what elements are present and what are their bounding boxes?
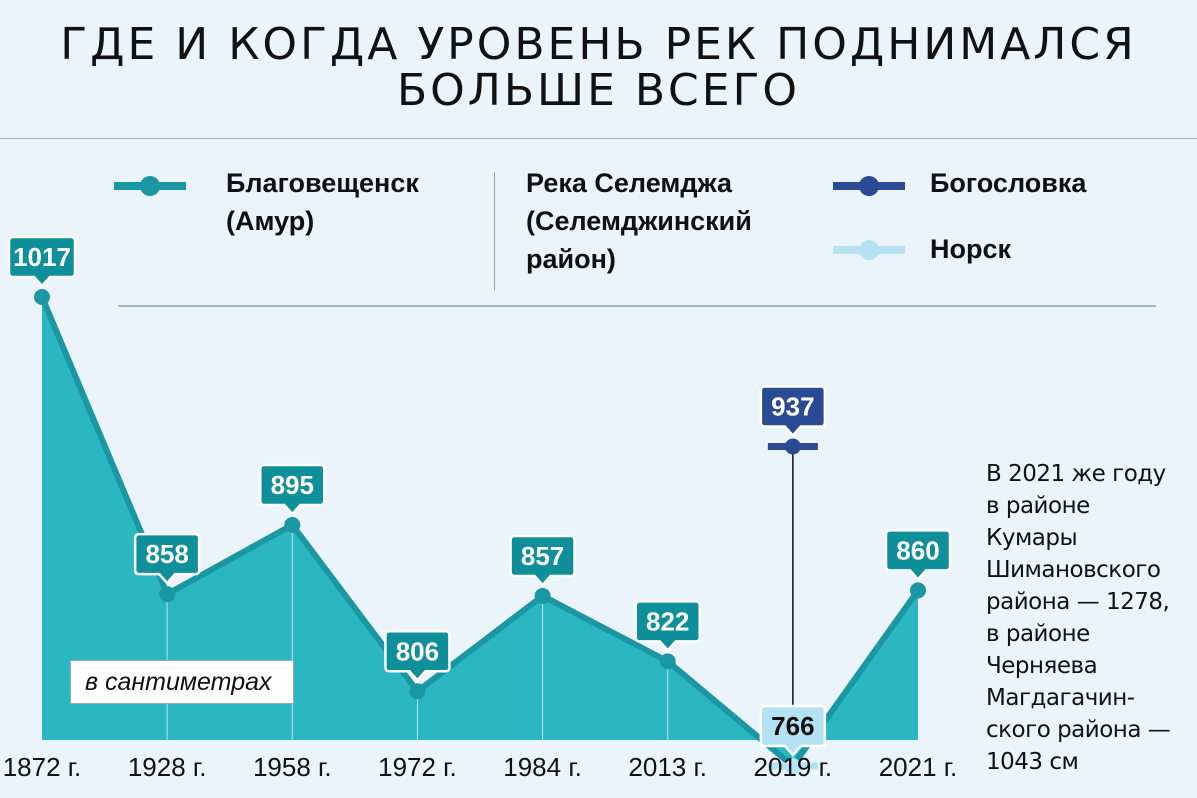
note-line: Черняева xyxy=(986,653,1098,679)
value-label-bg xyxy=(259,463,326,516)
note-line: Шимановского xyxy=(986,557,1161,583)
legend-river-line-3: район) xyxy=(526,244,616,274)
value-label-bg xyxy=(884,529,952,582)
legend-river-line-2: (Селемджинский xyxy=(526,206,752,236)
value-label-bogoslovka-bg xyxy=(759,385,827,438)
note-line: в районе xyxy=(986,621,1090,647)
value-label: 895 xyxy=(271,470,314,500)
value-label: 860 xyxy=(896,535,939,565)
note-line: района — 1278, xyxy=(986,589,1170,615)
x-tick-label: 1972 г. xyxy=(378,752,457,782)
data-point-norsk xyxy=(784,758,801,774)
data-point xyxy=(910,582,926,599)
data-point xyxy=(34,289,50,305)
legend-blag-line-2: (Амур) xyxy=(226,206,315,236)
value-label-bg xyxy=(384,630,451,683)
data-point xyxy=(659,653,676,670)
data-point xyxy=(409,683,426,700)
note-line: В 2021 же году xyxy=(986,461,1166,487)
legend-blag-line-1: Благовещенск xyxy=(226,168,419,198)
value-label-bogoslovka: 937 xyxy=(771,391,814,421)
x-tick-label: 1928 г. xyxy=(128,752,207,782)
data-point-bogoslovka xyxy=(784,438,801,455)
value-label-bg xyxy=(509,534,576,587)
note-line: Кумары xyxy=(986,525,1078,551)
legend-swatch-norsk-marker xyxy=(859,240,879,260)
value-label-bg xyxy=(7,235,77,288)
value-label: 857 xyxy=(521,541,564,571)
note-line: ского района — xyxy=(986,717,1171,743)
data-point xyxy=(159,586,176,603)
note-line: 1043 см xyxy=(986,749,1079,775)
series-line-blagoveshchensk xyxy=(39,295,921,769)
value-label-norsk-bg xyxy=(759,704,827,757)
value-label-bg xyxy=(634,600,701,653)
value-label-bg xyxy=(133,532,201,585)
legend-river-line-1: Река Селемджа xyxy=(526,168,732,198)
data-point xyxy=(284,516,301,533)
x-tick-label: 2013 г. xyxy=(628,752,707,782)
legend-bogoslovka: Богословка xyxy=(930,168,1087,198)
legend-separator xyxy=(494,172,495,290)
note-line: Магдагачин- xyxy=(986,685,1135,711)
legend-river-selemdzha: Река Селемджа (Селемджинский район) xyxy=(526,164,752,278)
value-label-norsk: 766 xyxy=(771,711,814,741)
legend-swatch-bogoslovka-marker xyxy=(859,176,879,196)
value-label: 806 xyxy=(396,636,439,666)
unit-label: в сантиметрах xyxy=(70,660,294,704)
value-label: 1017 xyxy=(13,242,71,272)
side-note: В 2021 же году в районе Кумары Шимановск… xyxy=(986,458,1191,778)
series-area-blagoveshchensk xyxy=(42,297,918,766)
legend-swatch-blag-marker xyxy=(140,176,160,196)
x-tick-label: 2019 г. xyxy=(754,752,833,782)
x-tick-label: 2021 г. xyxy=(879,752,958,782)
title-line-1: ГДЕ И КОГДА УРОВЕНЬ РЕК ПОДНИМАЛСЯ xyxy=(60,19,1137,70)
x-tick-label: 1984 г. xyxy=(503,752,582,782)
x-tick-label: 1958 г. xyxy=(253,752,332,782)
legend-blagoveshchensk: Благовещенск (Амур) xyxy=(226,164,419,240)
x-tick-label: 1872 г. xyxy=(3,752,82,782)
chart-title: ГДЕ И КОГДА УРОВЕНЬ РЕК ПОДНИМАЛСЯ БОЛЬШ… xyxy=(0,22,1197,114)
data-point xyxy=(534,587,551,604)
value-label: 822 xyxy=(646,606,689,636)
title-line-2: БОЛЬШЕ ВСЕГО xyxy=(396,65,801,116)
header: ГДЕ И КОГДА УРОВЕНЬ РЕК ПОДНИМАЛСЯ БОЛЬШ… xyxy=(0,0,1197,139)
value-label: 858 xyxy=(145,539,188,569)
legend-norsk: Норск xyxy=(930,234,1012,264)
note-line: в районе xyxy=(986,493,1090,519)
